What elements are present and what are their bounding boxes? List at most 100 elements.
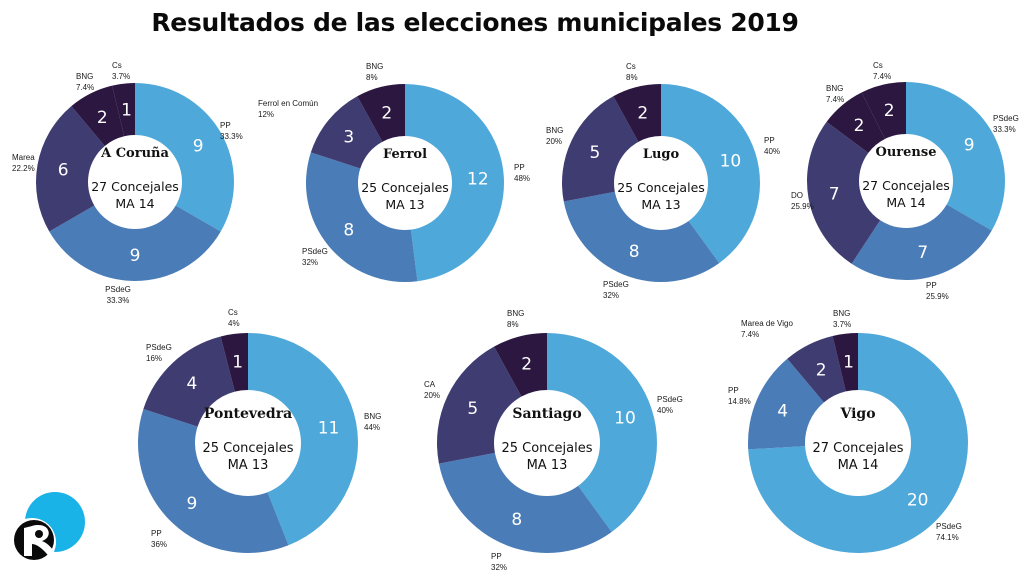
slice-psdeg <box>49 205 221 281</box>
donut-3: 9 PSdeG 33.3% 7 PP 25.9% 7 DO 25.9% 2 BNG 7.4% 2 Cs 7.… <box>791 61 1019 301</box>
slice-bng <box>494 333 547 397</box>
city-name: Ferrol <box>383 147 427 162</box>
slice-pp <box>135 83 234 232</box>
party-label: PP <box>926 281 937 290</box>
pct-label: 16% <box>146 354 162 363</box>
seat-label: 8 <box>343 221 354 241</box>
seat-label: 11 <box>318 419 340 439</box>
seat-label: 2 <box>97 108 108 128</box>
party-label: DO <box>791 191 803 200</box>
city-name: Lugo <box>643 147 680 162</box>
pct-label: 20% <box>424 391 440 400</box>
party-label: CA <box>424 380 436 389</box>
party-label: PSdeG <box>146 343 172 352</box>
ma-label: MA 14 <box>838 458 879 473</box>
slice-cs <box>613 84 661 142</box>
party-label: PP <box>220 121 231 130</box>
slice-cs <box>220 333 248 392</box>
seat-label: 7 <box>829 185 840 205</box>
pct-label: 25.9% <box>791 202 814 211</box>
seat-label: 1 <box>232 353 243 373</box>
donut-6: 20 PSdeG 74.1% 4 PP 14.8% 2 Marea de Vigo 7.4% 1 B… <box>728 309 968 553</box>
seat-label: 9 <box>186 494 197 514</box>
party-label: PP <box>151 529 162 538</box>
pct-label: 22.2% <box>12 164 35 173</box>
slice-cs <box>861 82 906 139</box>
city-name: A Coruña <box>100 146 169 161</box>
party-label: PSdeG <box>936 522 962 531</box>
pct-label: 44% <box>364 423 380 432</box>
pct-label: 48% <box>514 174 530 183</box>
pct-label: 7.4% <box>741 330 759 339</box>
party-label: PP <box>514 163 525 172</box>
ma-label: MA 14 <box>886 195 925 210</box>
donut-4: 11 BNG 44% 9 PP 36% 4 PSdeG 16% 1 Cs 4% Pontevedra 25… <box>138 308 381 553</box>
slice-bng <box>826 92 885 153</box>
pct-label: 40% <box>657 406 673 415</box>
seat-label: 12 <box>467 169 489 189</box>
pct-label: 36% <box>151 540 167 549</box>
seat-label: 2 <box>381 103 392 123</box>
city-name: Vigo <box>839 406 875 422</box>
seat-label: 4 <box>777 402 788 422</box>
ma-label: MA 13 <box>641 197 680 212</box>
slice-bng <box>248 333 358 546</box>
concejales-label: 25 Concejales <box>361 180 449 195</box>
slice-bng <box>832 333 858 392</box>
party-label: BNG <box>833 309 850 318</box>
seat-label: 3 <box>343 127 354 147</box>
pct-label: 8% <box>507 320 519 329</box>
ma-label: MA 13 <box>385 197 424 212</box>
slice-pp <box>851 204 992 280</box>
seat-label: 1 <box>121 100 132 120</box>
seat-label: 2 <box>521 355 532 375</box>
pct-label: 8% <box>366 73 378 82</box>
pct-label: 7.4% <box>826 95 844 104</box>
party-label: PSdeG <box>302 247 328 256</box>
party-label: BNG <box>546 126 563 135</box>
slice-bng <box>562 96 639 202</box>
party-label: Ferrol en Común <box>258 99 318 108</box>
pct-label: 40% <box>764 147 780 156</box>
slice-psdeg <box>143 336 235 427</box>
party-label: Cs <box>112 61 122 70</box>
seat-label: 2 <box>816 361 827 381</box>
slice-pp <box>138 409 289 553</box>
party-label: Cs <box>626 62 636 71</box>
pct-label: 20% <box>546 137 562 146</box>
pct-label: 32% <box>603 291 619 300</box>
seat-label: 5 <box>467 399 478 419</box>
party-label: BNG <box>366 62 383 71</box>
party-label: BNG <box>76 72 93 81</box>
slice-pp <box>661 84 760 264</box>
pct-label: 4% <box>228 319 240 328</box>
ma-label: MA 13 <box>228 458 269 473</box>
pct-label: 33.3% <box>993 125 1016 134</box>
seat-label: 10 <box>720 151 742 171</box>
city-name: Santiago <box>512 406 581 422</box>
seat-label: 2 <box>637 103 648 123</box>
pct-label: 32% <box>491 563 507 572</box>
donut-5: 10 PSdeG 40% 8 PP 32% 5 CA 20% 2 BNG 8% Santiago 25 C… <box>424 309 683 572</box>
city-name: Pontevedra <box>204 406 292 422</box>
pct-label: 3.7% <box>112 72 130 81</box>
party-label: PSdeG <box>105 285 131 294</box>
donut-1: 12 PP 48% 8 PSdeG 32% 3 Ferrol en Común 12% 2 BNG 8… <box>258 62 530 282</box>
pct-label: 33.3% <box>107 296 130 305</box>
seat-label: 1 <box>843 353 854 373</box>
seat-label: 9 <box>964 136 975 156</box>
concejales-label: 25 Concejales <box>202 441 293 456</box>
concejales-label: 27 Concejales <box>812 441 903 456</box>
party-label: PSdeG <box>657 395 683 404</box>
slice-psdeg <box>748 333 968 553</box>
pct-label: 25.9% <box>926 292 949 301</box>
party-label: PP <box>491 552 502 561</box>
pct-label: 32% <box>302 258 318 267</box>
seat-label: 7 <box>917 243 928 263</box>
seat-label: 9 <box>130 246 141 266</box>
party-label: BNG <box>364 412 381 421</box>
seat-label: 4 <box>186 374 197 394</box>
pct-label: 8% <box>626 73 638 82</box>
party-label: BNG <box>826 84 843 93</box>
